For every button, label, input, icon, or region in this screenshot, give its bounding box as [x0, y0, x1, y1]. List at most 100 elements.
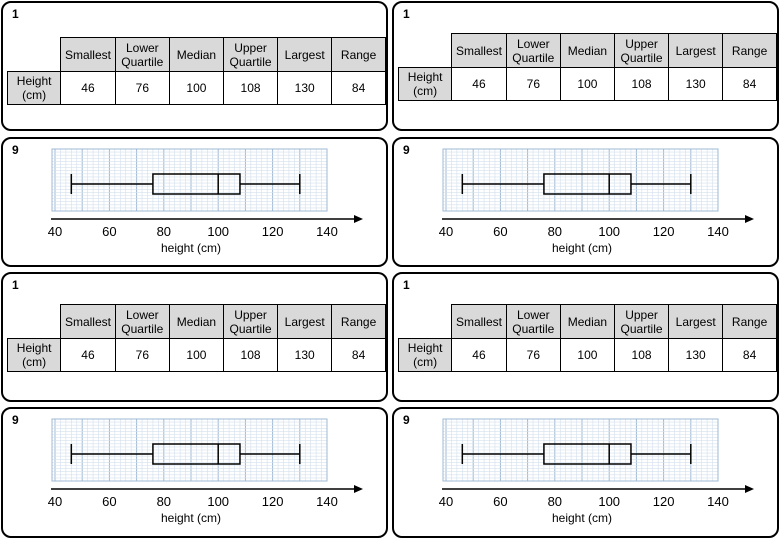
x-axis-label: height (cm)	[161, 241, 221, 255]
col-median: Median	[168, 304, 224, 339]
cell-median: 100	[168, 71, 224, 105]
plot-card-3: 9 40 60 80 100 120 140 height (cm)	[1, 407, 388, 538]
card-number: 1	[403, 7, 410, 21]
grid	[51, 148, 328, 212]
x-tick-label: 60	[493, 224, 507, 239]
table-card-3: 1 Smallest Lower Quartile Median Upper Qua…	[1, 272, 388, 402]
stats-table: Smallest Lower Quartile Median Upper Quart…	[397, 33, 777, 101]
col-largest: Largest	[277, 37, 333, 72]
box-plot: 40 60 80 100 120 140 height (cm)	[439, 418, 754, 525]
col-range: Range	[722, 304, 777, 339]
cell-largest: 130	[668, 67, 724, 101]
box-and-whisker	[461, 173, 692, 195]
card-number: 9	[403, 413, 410, 427]
card-number: 9	[403, 143, 410, 157]
col-largest: Largest	[668, 304, 724, 339]
table-card-1: 1 Smallest Lower Quartile Median Upper Qua…	[1, 1, 388, 131]
card-number: 1	[12, 7, 19, 21]
x-tick-label: 120	[653, 494, 675, 509]
plot-card-1: 9 40 60 80 100 120 140 height (cm)	[1, 137, 388, 267]
x-axis-arrow	[745, 485, 754, 493]
box-and-whisker	[70, 173, 301, 195]
iqr-box	[152, 443, 241, 465]
card-number: 9	[12, 143, 19, 157]
cell-upper-quartile: 108	[222, 71, 279, 105]
card-number: 9	[12, 413, 19, 427]
col-smallest: Smallest	[451, 304, 507, 339]
cell-range: 84	[331, 71, 386, 105]
col-range: Range	[331, 304, 386, 339]
x-tick-label: 80	[548, 494, 562, 509]
iqr-box	[543, 443, 632, 465]
x-tick-label: 120	[653, 224, 675, 239]
x-tick-label: 80	[548, 224, 562, 239]
row-label: Height (cm)	[6, 71, 62, 105]
col-upper-quartile: Upper Quartile	[222, 37, 279, 72]
x-tick-label: 140	[707, 494, 729, 509]
col-largest: Largest	[277, 304, 333, 339]
x-tick-label: 100	[207, 224, 229, 239]
cell-median: 100	[559, 67, 615, 101]
x-tick-label: 140	[316, 224, 338, 239]
cell-smallest: 46	[451, 67, 507, 101]
cell-range: 84	[331, 338, 386, 372]
col-smallest: Smallest	[60, 37, 116, 72]
x-tick-label: 60	[493, 494, 507, 509]
iqr-box	[543, 173, 632, 195]
cell-median: 100	[168, 338, 224, 372]
x-axis-arrow	[354, 485, 363, 493]
cell-lower-quartile: 76	[114, 338, 170, 372]
cell-largest: 130	[277, 71, 333, 105]
x-tick-label: 100	[598, 494, 620, 509]
plot-card-2: 9 40 60 80 100 120 140 height (cm)	[392, 137, 779, 267]
col-range: Range	[331, 37, 386, 72]
plot-card-4: 9 40 60 80 100 120 140 height (cm)	[392, 407, 779, 538]
x-tick-label: 140	[707, 224, 729, 239]
cell-lower-quartile: 76	[114, 71, 170, 105]
x-tick-label: 120	[262, 494, 284, 509]
cell-smallest: 46	[60, 338, 116, 372]
x-tick-label: 80	[157, 494, 171, 509]
col-lower-quartile: Lower Quartile	[114, 37, 170, 72]
cell-largest: 130	[668, 338, 724, 372]
x-tick-label: 60	[102, 494, 116, 509]
cell-upper-quartile: 108	[613, 338, 670, 372]
x-tick-label: 140	[316, 494, 338, 509]
x-axis-arrow	[354, 215, 363, 223]
grid-border	[442, 418, 719, 482]
grid-border	[51, 418, 328, 482]
x-axis-label: height (cm)	[552, 511, 612, 525]
col-upper-quartile: Upper Quartile	[613, 304, 670, 339]
x-axis-arrow	[745, 215, 754, 223]
col-upper-quartile: Upper Quartile	[613, 33, 670, 68]
stats-table: Smallest Lower Quartile Median Upper Quart…	[6, 304, 386, 372]
box-plot: 40 60 80 100 120 140 height (cm)	[48, 148, 363, 255]
table-card-4: 1 Smallest Lower Quartile Median Upper Qua…	[392, 272, 779, 402]
box-plot: 40 60 80 100 120 140 height (cm)	[439, 148, 754, 255]
col-smallest: Smallest	[451, 33, 507, 68]
box-and-whisker	[70, 443, 301, 465]
stats-table: Smallest Lower Quartile Median Upper Quart…	[6, 37, 386, 105]
x-tick-label: 100	[207, 494, 229, 509]
col-median: Median	[559, 33, 615, 68]
cell-lower-quartile: 76	[505, 338, 561, 372]
stats-table: Smallest Lower Quartile Median Upper Quart…	[397, 304, 777, 372]
col-largest: Largest	[668, 33, 724, 68]
col-smallest: Smallest	[60, 304, 116, 339]
box-and-whisker	[461, 443, 692, 465]
table-card-2: 1 Smallest Lower Quartile Median Upper Qua…	[392, 1, 779, 131]
grid	[51, 418, 328, 482]
cell-median: 100	[559, 338, 615, 372]
col-median: Median	[559, 304, 615, 339]
row-label: Height (cm)	[397, 338, 453, 372]
x-tick-label: 40	[48, 224, 62, 239]
col-median: Median	[168, 37, 224, 72]
x-tick-label: 60	[102, 224, 116, 239]
row-label: Height (cm)	[6, 338, 62, 372]
x-tick-label: 100	[598, 224, 620, 239]
col-range: Range	[722, 33, 777, 68]
x-tick-label: 40	[439, 224, 453, 239]
grid	[442, 148, 719, 212]
iqr-box	[152, 173, 241, 195]
cell-smallest: 46	[451, 338, 507, 372]
